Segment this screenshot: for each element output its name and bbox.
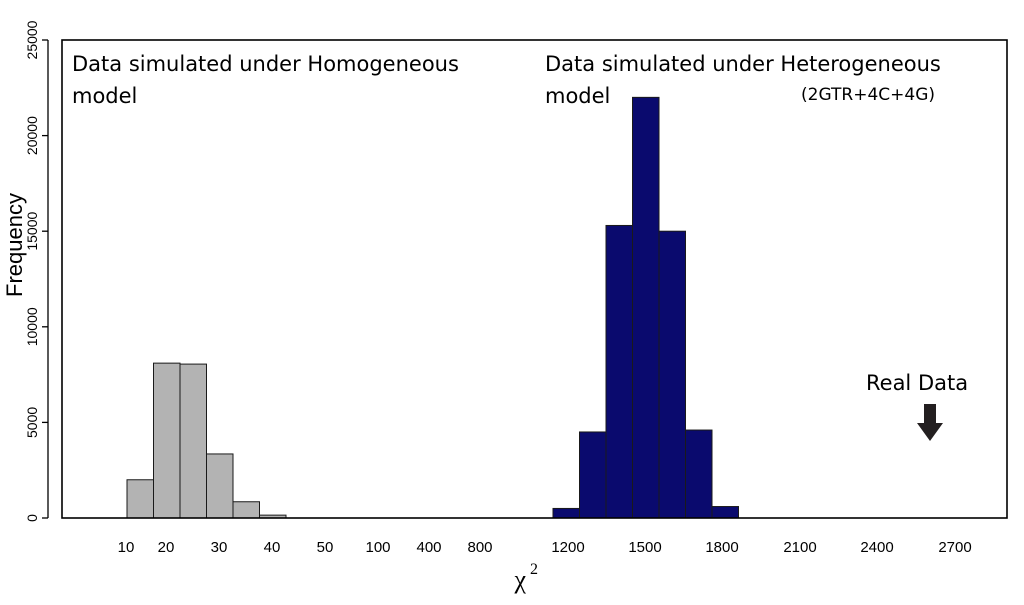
x-tick-label: 1800 (705, 539, 738, 556)
annotation-heterogeneous-detail: (2GTR+4C+4G) (801, 85, 935, 105)
histogram-bar (605, 224, 633, 519)
x-axis: 10 20 30 40 50 100 400 800 1200 1500 1800 2100 2400 2… (118, 539, 972, 556)
y-axis: 0 5000 10000 15000 20000 25000 (24, 20, 49, 522)
real-data-arrow-icon (917, 404, 943, 441)
histogram-bar (711, 506, 739, 519)
x-tick-label: 40 (264, 539, 281, 556)
histogram-bar (206, 453, 234, 519)
plot-frame (61, 39, 1008, 519)
histogram-bar (685, 429, 713, 519)
x-axis-label: χ (513, 565, 526, 594)
histogram-bar (179, 363, 207, 519)
x-tick-label: 30 (211, 539, 228, 556)
histogram-bar (232, 501, 260, 519)
histogram-bar (153, 362, 181, 519)
x-tick-label: 1500 (628, 539, 661, 556)
x-tick-label: 2100 (783, 539, 816, 556)
x-tick-label: 100 (365, 539, 390, 556)
x-tick-label: 800 (467, 539, 492, 556)
x-tick-label: 2400 (860, 539, 893, 556)
annotation-homogeneous-line2: model (72, 84, 137, 108)
x-tick-label: 10 (118, 539, 135, 556)
x-tick-label: 20 (158, 539, 175, 556)
histogram-bar (126, 479, 154, 519)
x-tick-label: 50 (317, 539, 334, 556)
histogram-bar (632, 96, 660, 519)
annotation-real-data: Real Data (866, 371, 968, 395)
x-tick-label: 400 (416, 539, 441, 556)
y-tick-label: 10000 (24, 307, 40, 346)
annotation-heterogeneous-line1: Data simulated under Heterogeneous (545, 52, 941, 76)
histogram-bars (126, 96, 739, 519)
y-axis-label: Frequency (2, 193, 27, 297)
x-tick-label: 2700 (938, 539, 971, 556)
histogram-bar (658, 230, 686, 519)
annotation-heterogeneous-line2: model (545, 84, 610, 108)
y-tick-label: 15000 (24, 212, 40, 251)
y-tick-label: 25000 (24, 20, 40, 59)
histogram-bar (552, 507, 580, 519)
y-tick-label: 0 (24, 514, 40, 522)
y-tick-label: 20000 (24, 116, 40, 155)
y-tick-label: 5000 (24, 407, 40, 438)
annotation-homogeneous-line1: Data simulated under Homogeneous (72, 52, 459, 76)
histogram-bar (579, 431, 607, 519)
x-axis-label-superscript: 2 (530, 561, 538, 578)
x-tick-label: 1200 (551, 539, 584, 556)
